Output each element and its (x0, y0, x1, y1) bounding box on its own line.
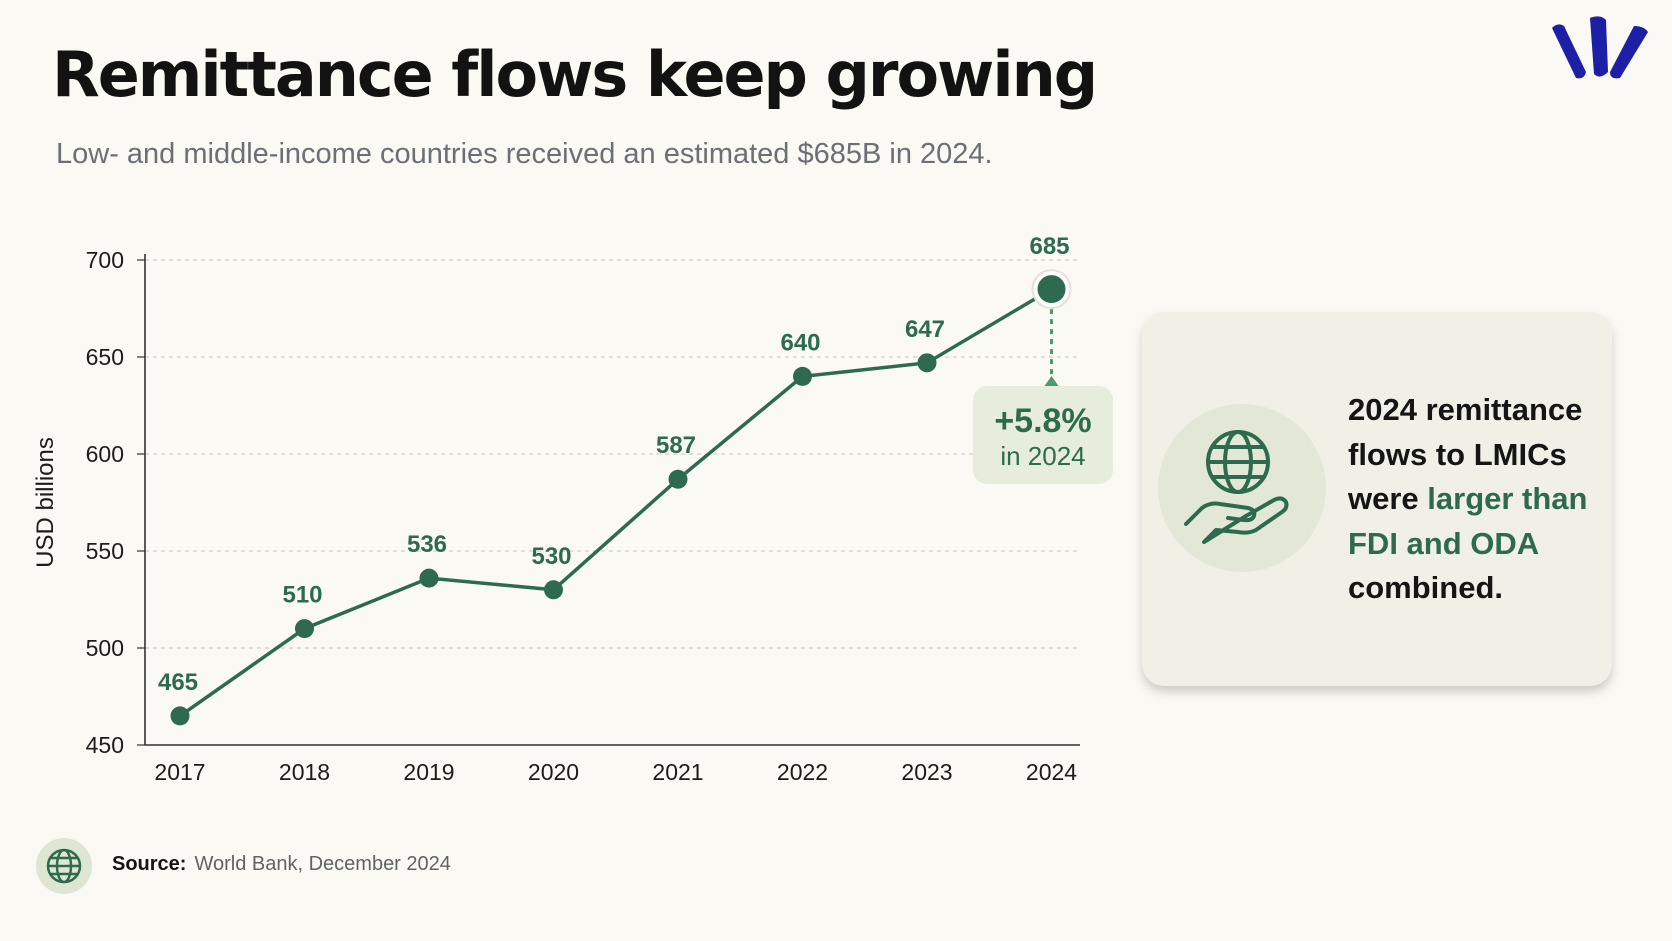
brand-logo-icon (1552, 16, 1648, 79)
card-text-end: combined. (1348, 570, 1504, 605)
y-tick-label: 500 (86, 635, 124, 661)
y-tick-label: 450 (86, 732, 124, 758)
x-tick-label: 2022 (777, 759, 828, 785)
data-point (295, 619, 314, 639)
x-tick-label: 2018 (279, 759, 330, 785)
y-axis-label: USD billions (32, 437, 59, 568)
x-tick-label: 2017 (154, 759, 205, 785)
data-point (1037, 275, 1066, 304)
data-point (419, 568, 439, 588)
x-tick-label: 2023 (901, 759, 952, 785)
data-point (170, 706, 190, 726)
y-tick-label: 550 (86, 538, 124, 564)
info-card: 2024 remittance flows to LMICs were larg… (1142, 312, 1612, 686)
data-labels: 465 510 536 530 587 640 647 685 (158, 233, 1070, 696)
y-tick-label: 650 (86, 344, 124, 370)
source-globe-circle (36, 838, 92, 894)
globe-hand-icon (1184, 430, 1289, 544)
page-subtitle: Low- and middle-income countries receive… (56, 138, 993, 170)
card-text-start: 2024 remittance flows to LMICs were (1348, 392, 1583, 516)
page-title: Remittance flows keep growing (52, 38, 1098, 111)
data-point (793, 366, 812, 386)
series-line (178, 287, 1053, 718)
line-chart: 450 500 550 600 650 700 2017 2018 2019 2020 2021 20… (32, 233, 1080, 785)
data-label: 640 (780, 329, 820, 356)
data-point (668, 469, 688, 489)
data-point (917, 353, 937, 373)
x-tick-label: 2019 (403, 759, 454, 785)
x-tick-label: 2024 (1026, 759, 1077, 785)
axes (137, 254, 1080, 746)
data-label: 587 (656, 432, 696, 459)
source-note: Source: World Bank, December 2024 (112, 853, 451, 876)
globe-icon (46, 848, 82, 884)
data-label: 510 (282, 582, 322, 609)
x-tick-label: 2020 (528, 759, 579, 785)
annotation-arrow (1044, 376, 1059, 386)
data-label: 685 (1029, 233, 1069, 260)
y-tick-label: 600 (86, 441, 124, 467)
data-label: 530 (531, 543, 571, 570)
card-text: 2024 remittance flows to LMICs were larg… (1348, 388, 1598, 611)
data-label: 465 (158, 669, 198, 696)
growth-value: +5.8% (994, 402, 1092, 440)
data-points (170, 269, 1072, 726)
growth-badge: +5.8% in 2024 (973, 386, 1113, 484)
growth-year: in 2024 (1000, 441, 1086, 471)
data-label: 647 (905, 316, 945, 343)
source-text: World Bank, December 2024 (194, 853, 451, 875)
y-tick-label: 700 (86, 247, 124, 273)
source-label: Source: (112, 853, 187, 875)
x-tick-label: 2021 (652, 759, 703, 785)
globe-hand-icon-circle (1158, 404, 1326, 572)
card-highlight: larger than FDI and ODA (1348, 481, 1588, 561)
data-point (544, 580, 563, 600)
tick-labels: 450 500 550 600 650 700 2017 2018 2019 2020 2021 20… (86, 247, 1078, 785)
data-label: 536 (407, 531, 447, 558)
